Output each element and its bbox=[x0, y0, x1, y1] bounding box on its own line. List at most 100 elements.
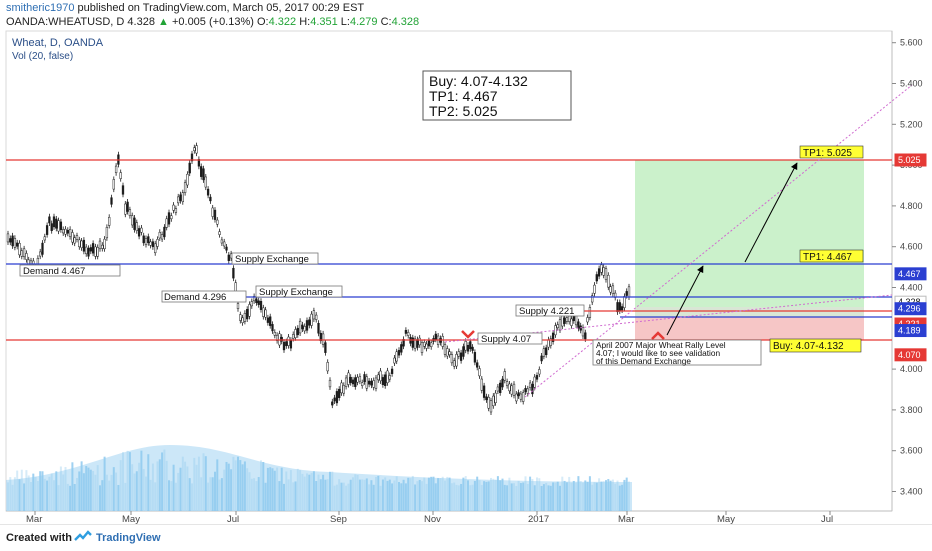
candle-body bbox=[393, 357, 396, 364]
tradingview-brand[interactable]: TradingView bbox=[96, 532, 161, 544]
candle-body bbox=[455, 354, 458, 367]
candle-body bbox=[305, 320, 309, 331]
tag-buy[interactable]: Buy: 4.07-4.132 bbox=[769, 338, 862, 353]
info-box[interactable]: Buy: 4.07-4.132 TP1: 4.467 TP2: 5.025 bbox=[422, 70, 572, 121]
volume-bar bbox=[398, 482, 400, 511]
volume-bar bbox=[372, 484, 375, 511]
candle-body bbox=[101, 244, 104, 249]
label-demand-4467[interactable]: Demand 4.467 bbox=[19, 264, 121, 277]
chart-header: smitheric1970 published on TradingView.c… bbox=[0, 0, 932, 30]
note-box[interactable]: April 2007 Major Wheat Rally Level 4.07;… bbox=[592, 339, 762, 366]
candle-body bbox=[285, 341, 288, 347]
volume-bar bbox=[499, 480, 502, 511]
volume-bar bbox=[333, 485, 336, 511]
candle-body bbox=[259, 300, 263, 310]
trendline-lower[interactable] bbox=[444, 294, 893, 343]
volume-bar bbox=[358, 479, 361, 511]
price-change: +0.005 (+0.13%) bbox=[171, 16, 254, 28]
volume-bar bbox=[625, 477, 628, 511]
candle-body bbox=[425, 343, 428, 349]
candle-body bbox=[584, 332, 587, 340]
tag-tp2[interactable]: TP1: 5.025 bbox=[799, 145, 864, 159]
volume-bar bbox=[292, 482, 295, 511]
volume-bar bbox=[78, 471, 81, 511]
candle-body bbox=[195, 145, 198, 154]
candle-body bbox=[519, 393, 523, 400]
price-chart[interactable]: Wheat, D, OANDA Vol (20, false) Buy: 4.0… bbox=[0, 30, 932, 524]
last-price: 4.328 bbox=[127, 16, 155, 28]
candle-body bbox=[200, 166, 203, 177]
volume-bar bbox=[335, 484, 338, 511]
volume-bar bbox=[388, 479, 391, 511]
candle-body bbox=[526, 388, 529, 394]
candle-body bbox=[434, 333, 437, 340]
svg-text:Demand 4.467: Demand 4.467 bbox=[23, 266, 85, 277]
candle-body bbox=[154, 243, 157, 254]
volume-bar bbox=[439, 478, 442, 511]
info-buy: Buy: 4.07-4.132 bbox=[429, 73, 528, 89]
candle-body bbox=[170, 215, 173, 220]
high-value: 4.351 bbox=[310, 16, 338, 28]
candle-body bbox=[335, 391, 339, 404]
candle-body bbox=[319, 332, 322, 342]
volume-bar bbox=[207, 482, 210, 511]
volume-bar bbox=[20, 469, 23, 511]
volume-bar bbox=[73, 483, 76, 511]
volume-bar bbox=[230, 469, 233, 511]
candle-body bbox=[25, 253, 28, 260]
volume-bar bbox=[59, 466, 62, 511]
volume-bar bbox=[501, 478, 504, 511]
volume-bar bbox=[179, 467, 182, 511]
time-tick-label: Nov bbox=[424, 514, 441, 524]
volume-bar bbox=[591, 484, 594, 511]
volume-bar bbox=[354, 474, 357, 511]
candle-body bbox=[469, 341, 472, 350]
tag-tp1[interactable]: TP1: 4.467 bbox=[799, 249, 864, 263]
volume-bar bbox=[492, 478, 495, 511]
candle-body bbox=[416, 339, 419, 348]
candle-body bbox=[71, 232, 74, 243]
volume-bar bbox=[13, 477, 16, 511]
label-supply-4221[interactable]: Supply 4.221 bbox=[515, 304, 585, 317]
volume-bar bbox=[273, 470, 276, 511]
volume-bar bbox=[421, 481, 423, 511]
volume-bar bbox=[308, 474, 311, 511]
candle-body bbox=[216, 219, 219, 225]
volume-bar bbox=[494, 479, 497, 511]
label-supply-407[interactable]: Supply 4.07 bbox=[477, 332, 543, 345]
trendline-upper[interactable] bbox=[524, 84, 913, 398]
candle-body bbox=[126, 201, 129, 212]
candle-body bbox=[623, 296, 626, 308]
volume-bar bbox=[62, 474, 65, 511]
volume-bar bbox=[554, 482, 557, 511]
volume-bar bbox=[112, 467, 115, 511]
svg-text:TP1: 4.467: TP1: 4.467 bbox=[803, 252, 852, 263]
volume-bar bbox=[39, 471, 42, 511]
volume-bar bbox=[92, 470, 95, 511]
volume-bar bbox=[340, 482, 343, 511]
price-badge-label: 4.221 bbox=[898, 319, 921, 329]
candle-body bbox=[48, 216, 51, 224]
price-axis[interactable]: 5.6005.4005.2005.0004.8004.6004.4004.000… bbox=[892, 38, 927, 524]
volume-bar bbox=[170, 481, 173, 511]
author-link[interactable]: smitheric1970 bbox=[6, 2, 75, 14]
price-badge-label: 4.070 bbox=[898, 350, 921, 360]
candle-body bbox=[39, 251, 42, 257]
volume-bar bbox=[243, 461, 246, 511]
volume-bar bbox=[204, 456, 207, 511]
volume-bar bbox=[609, 480, 612, 511]
volume-bar bbox=[76, 477, 78, 511]
volume-bar bbox=[457, 485, 460, 511]
label-demand-4296[interactable]: Demand 4.296 bbox=[161, 290, 247, 303]
candle-body bbox=[533, 376, 536, 388]
candle-body bbox=[135, 222, 138, 231]
label-supply-exchange-1[interactable]: Supply Exchange bbox=[231, 252, 319, 265]
candle-body bbox=[206, 188, 210, 196]
volume-bar bbox=[616, 480, 619, 511]
label-supply-exchange-2[interactable]: Supply Exchange bbox=[255, 285, 343, 298]
volume-bar bbox=[496, 476, 499, 511]
candle-body bbox=[269, 316, 272, 326]
volume-bar bbox=[510, 483, 513, 511]
time-axis[interactable]: Mar May Jul Sep Nov 2017 Mar May Jul bbox=[26, 511, 833, 524]
volume-bar bbox=[237, 456, 239, 511]
